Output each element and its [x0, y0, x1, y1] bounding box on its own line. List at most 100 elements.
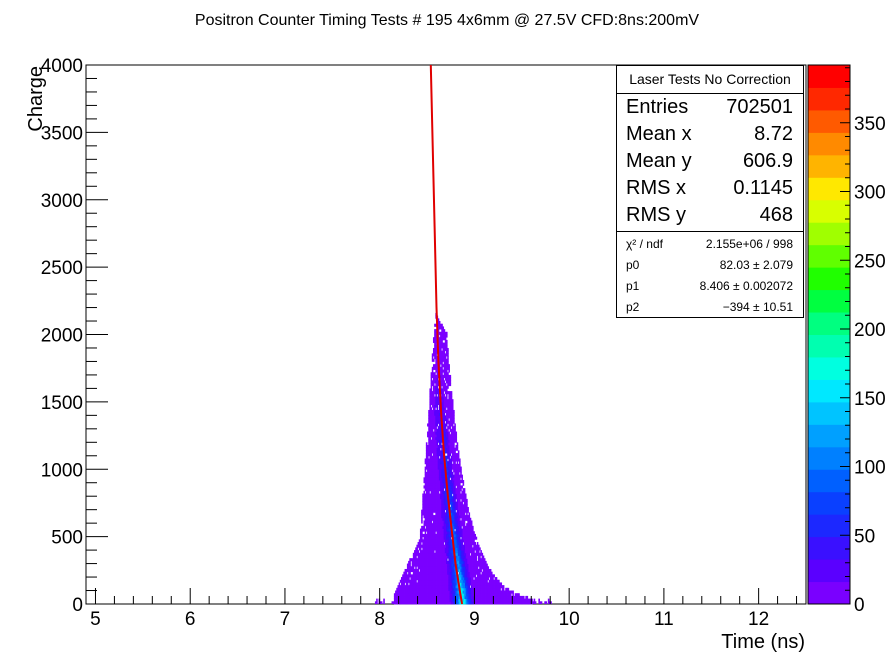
heatmap-cell — [431, 525, 434, 529]
heatmap-cell — [495, 579, 498, 583]
heatmap-cell — [479, 598, 481, 602]
heatmap-cell — [430, 401, 433, 405]
heatmap-cell — [480, 582, 482, 586]
heatmap-cell — [447, 426, 449, 430]
heatmap-cell — [446, 358, 448, 362]
heatmap-cell — [418, 598, 421, 602]
heatmap-cell — [460, 555, 462, 559]
heatmap-cell — [447, 418, 449, 422]
heatmap-cell — [448, 453, 450, 457]
heatmap-cell — [449, 525, 452, 529]
heatmap-cell — [441, 463, 443, 467]
heatmap-cell — [435, 544, 437, 548]
heatmap-cell — [449, 560, 452, 564]
heatmap-cell — [434, 490, 436, 494]
heatmap-cell — [437, 434, 440, 438]
heatmap-cell — [429, 393, 431, 397]
heatmap-cell — [454, 482, 456, 486]
heatmap-cell — [468, 598, 471, 602]
heatmap-cell — [441, 329, 443, 333]
heatmap-cell — [446, 450, 448, 454]
heatmap-cell — [449, 391, 452, 395]
heatmap-cell — [435, 579, 437, 583]
heatmap-cell — [422, 544, 424, 548]
heatmap-cell — [455, 455, 458, 459]
heatmap-cell — [453, 431, 455, 435]
heatmap-cell — [434, 329, 436, 333]
heatmap-cell — [431, 571, 434, 575]
heatmap-cell — [448, 531, 450, 535]
heatmap-cell — [453, 558, 455, 562]
heatmap-cell — [432, 439, 435, 443]
heatmap-cell — [403, 574, 405, 578]
heatmap-cell — [488, 579, 491, 583]
heatmap-cell — [453, 455, 455, 459]
heatmap-cell — [434, 536, 436, 540]
heatmap-cell — [411, 585, 414, 589]
heatmap-cell — [447, 480, 449, 484]
heatmap-cell — [506, 593, 508, 597]
heatmap-cell — [444, 552, 447, 556]
heatmap-cell — [429, 533, 431, 538]
heatmap-cell — [425, 455, 428, 459]
heatmap-cell — [440, 377, 442, 381]
heatmap-cell — [451, 399, 454, 403]
heatmap-cell — [434, 485, 436, 489]
heatmap-cell — [461, 550, 463, 554]
heatmap-cell — [456, 566, 459, 570]
heatmap-cell — [472, 547, 474, 551]
heatmap-cell — [427, 447, 429, 451]
heatmap-cell — [473, 566, 475, 570]
heatmap-cell — [442, 358, 445, 362]
heatmap-cell — [435, 547, 437, 551]
heatmap-cell — [415, 582, 417, 586]
heatmap-cell — [441, 566, 443, 570]
heatmap-cell — [487, 571, 490, 575]
heatmap-cell — [447, 536, 449, 540]
heatmap-cell — [442, 334, 445, 338]
heatmap-cell — [436, 415, 439, 419]
heatmap-cell — [454, 485, 456, 489]
heatmap-cell — [443, 550, 446, 554]
x-axis-label: Time (ns) — [721, 631, 805, 653]
heatmap-cell — [419, 539, 422, 543]
heatmap-cell — [446, 585, 448, 589]
heatmap-cell — [448, 463, 450, 467]
heatmap-cell — [434, 372, 436, 376]
heatmap-cell — [466, 560, 468, 564]
heatmap-cell — [436, 485, 439, 489]
heatmap-cell — [459, 480, 461, 484]
heatmap-cell — [398, 587, 401, 591]
heatmap-cell — [395, 595, 397, 599]
heatmap-cell — [442, 420, 445, 424]
heatmap-cell — [550, 601, 552, 604]
heatmap-cell — [396, 590, 398, 594]
heatmap-cell — [449, 585, 452, 589]
heatmap-cell — [485, 590, 487, 594]
heatmap-cell — [442, 350, 445, 354]
heatmap-cell — [425, 555, 428, 559]
heatmap-cell — [436, 587, 439, 591]
heatmap-cell — [463, 574, 466, 578]
heatmap-cell — [464, 542, 467, 546]
heatmap-cell — [455, 493, 458, 497]
heatmap-cell — [520, 601, 523, 605]
heatmap-cell — [431, 547, 434, 551]
heatmap-cell — [447, 560, 449, 564]
heatmap-cell — [428, 601, 430, 605]
heatmap-cell — [444, 598, 447, 602]
heatmap-cell — [434, 366, 436, 370]
heatmap-cell — [501, 598, 504, 602]
heatmap-cell — [442, 418, 445, 422]
heatmap-cell — [425, 463, 428, 467]
heatmap-cell — [468, 566, 471, 570]
heatmap-cell — [449, 453, 452, 457]
heatmap-cell — [446, 401, 448, 405]
heatmap-cell — [446, 563, 448, 567]
heatmap-cell — [403, 579, 405, 583]
heatmap-cell — [455, 533, 458, 538]
heatmap-cell — [443, 515, 446, 519]
heatmap-cell — [480, 590, 482, 594]
heatmap-cell — [453, 442, 455, 446]
heatmap-cell — [443, 474, 446, 478]
